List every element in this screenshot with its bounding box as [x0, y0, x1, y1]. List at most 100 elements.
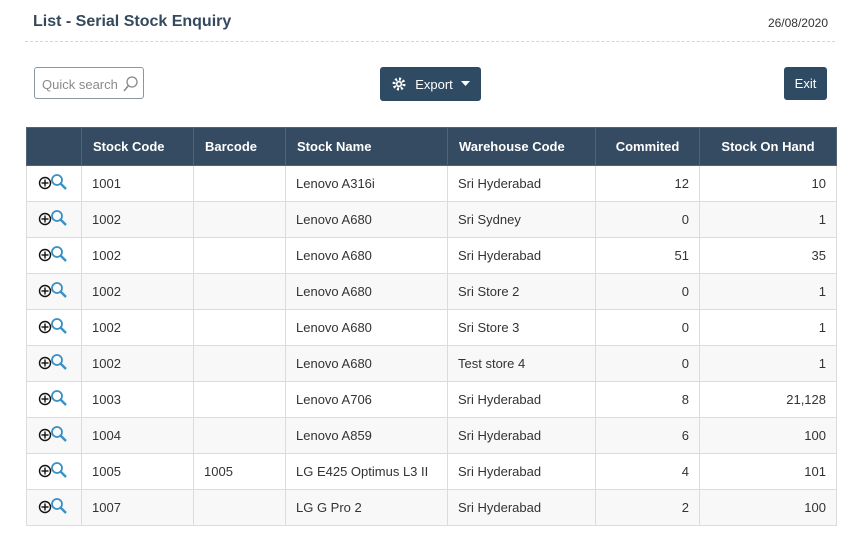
table-cell	[193, 201, 286, 238]
icon-cell	[26, 489, 82, 526]
table-cell: 51	[595, 237, 700, 274]
table-cell	[193, 309, 286, 346]
table-cell: Sri Hyderabad	[447, 453, 596, 490]
table-cell	[193, 489, 286, 526]
icon-cell	[26, 201, 82, 238]
table-cell: Lenovo A859	[285, 417, 448, 454]
table-cell: Sri Hyderabad	[447, 165, 596, 202]
table-cell: 101	[699, 453, 837, 490]
table-cell: 1005	[81, 453, 194, 490]
row-actions-icon[interactable]	[37, 496, 71, 516]
table-row: 1001 Lenovo A316i Sri Hyderabad 12 10	[26, 165, 837, 202]
icon-cell	[26, 453, 82, 490]
table-body: 1001 Lenovo A316i Sri Hyderabad 12 10 1002 Len…	[26, 165, 837, 526]
row-actions-icon[interactable]	[37, 424, 71, 444]
table-cell: Sri Hyderabad	[447, 237, 596, 274]
caret	[460, 81, 470, 86]
row-actions-icon[interactable]	[37, 316, 71, 336]
table-cell: 0	[595, 201, 700, 238]
date: 26/08/2020	[767, 16, 828, 30]
column-header: Stock On Hand	[699, 127, 837, 166]
table-cell: 1002	[81, 237, 194, 274]
table-cell: 1002	[81, 345, 194, 382]
table-cell	[193, 273, 286, 310]
column-header: Stock Name	[285, 127, 448, 166]
table-cell: Lenovo A680	[285, 201, 448, 238]
table-cell: 6	[595, 417, 700, 454]
header-row: Stock Code Barcode Stock Name Warehouse Cod…	[26, 127, 837, 166]
table-cell: Sri Hyderabad	[447, 381, 596, 418]
page-title: List - Serial Stock Enquiry	[33, 13, 232, 30]
search-icon	[123, 76, 138, 92]
table-cell	[193, 237, 286, 274]
export-label: Export	[415, 76, 453, 92]
row-actions-icon[interactable]	[37, 388, 71, 408]
row-actions-icon[interactable]	[37, 280, 71, 300]
table-cell: 1002	[81, 309, 194, 346]
table-cell: 2	[595, 489, 700, 526]
header-cell	[26, 127, 82, 166]
icon-cell	[26, 345, 82, 382]
stock-table: Stock Code Barcode Stock Name Warehouse Cod…	[26, 127, 837, 526]
row-actions-icon[interactable]	[37, 460, 71, 480]
table-cell	[193, 381, 286, 418]
table-row: 1002 Lenovo A680 Sri Hyderabad 51 35	[26, 237, 837, 274]
table-cell	[193, 417, 286, 454]
table-cell: 1004	[81, 417, 194, 454]
table-cell: 8	[595, 381, 700, 418]
table-cell: Sri Store 3	[447, 309, 596, 346]
table-cell: Lenovo A680	[285, 237, 448, 274]
column-header: Commited	[595, 127, 700, 166]
table-cell	[193, 345, 286, 382]
table-cell: 1005	[193, 453, 286, 490]
export-button[interactable]: Export	[380, 67, 481, 101]
table-cell: Sri Store 2	[447, 273, 596, 310]
row-actions-icon[interactable]	[37, 172, 71, 192]
search-box[interactable]: Quick search	[34, 67, 144, 99]
table-row: 1003 Lenovo A706 Sri Hyderabad 8 21,128	[26, 381, 837, 418]
table-cell: LG G Pro 2	[285, 489, 448, 526]
row-actions-icon[interactable]	[37, 244, 71, 264]
table-cell: 100	[699, 489, 837, 526]
divider	[25, 41, 835, 42]
table-cell: 1001	[81, 165, 194, 202]
table-cell: Sri Hyderabad	[447, 489, 596, 526]
gear-icon	[392, 77, 406, 91]
table-cell: Lenovo A680	[285, 345, 448, 382]
table-cell: 1	[699, 309, 837, 346]
table-cell: Test store 4	[447, 345, 596, 382]
table-cell: 0	[595, 309, 700, 346]
table-row: 1007 LG G Pro 2 Sri Hyderabad 2 100	[26, 489, 837, 526]
table-cell: 0	[595, 345, 700, 382]
table-cell: Sri Sydney	[447, 201, 596, 238]
table-cell	[193, 165, 286, 202]
icon-cell	[26, 273, 82, 310]
table-cell: Sri Hyderabad	[447, 417, 596, 454]
table-cell: 100	[699, 417, 837, 454]
icon-cell	[26, 237, 82, 274]
table-cell: Lenovo A680	[285, 309, 448, 346]
column-header: Warehouse Code	[447, 127, 596, 166]
icon-cell	[26, 165, 82, 202]
table-cell: 21,128	[699, 381, 837, 418]
table-row: 1005 1005 LG E425 Optimus L3 II Sri Hyderab…	[26, 453, 837, 490]
icon-cell	[26, 309, 82, 346]
exit-label: Exit	[794, 76, 817, 91]
column-header: Barcode	[193, 127, 286, 166]
table-cell: 1002	[81, 273, 194, 310]
row-actions-icon[interactable]	[37, 352, 71, 372]
search-placeholder: Quick search	[42, 77, 118, 92]
table-cell: 1	[699, 273, 837, 310]
row-actions-icon[interactable]	[37, 208, 71, 228]
icon-cell	[26, 417, 82, 454]
exit-button[interactable]: Exit	[784, 67, 827, 100]
table-row: 1004 Lenovo A859 Sri Hyderabad 6 100	[26, 417, 837, 454]
table-cell: 1	[699, 201, 837, 238]
table-cell: 4	[595, 453, 700, 490]
table-cell: Lenovo A706	[285, 381, 448, 418]
table-cell: 10	[699, 165, 837, 202]
